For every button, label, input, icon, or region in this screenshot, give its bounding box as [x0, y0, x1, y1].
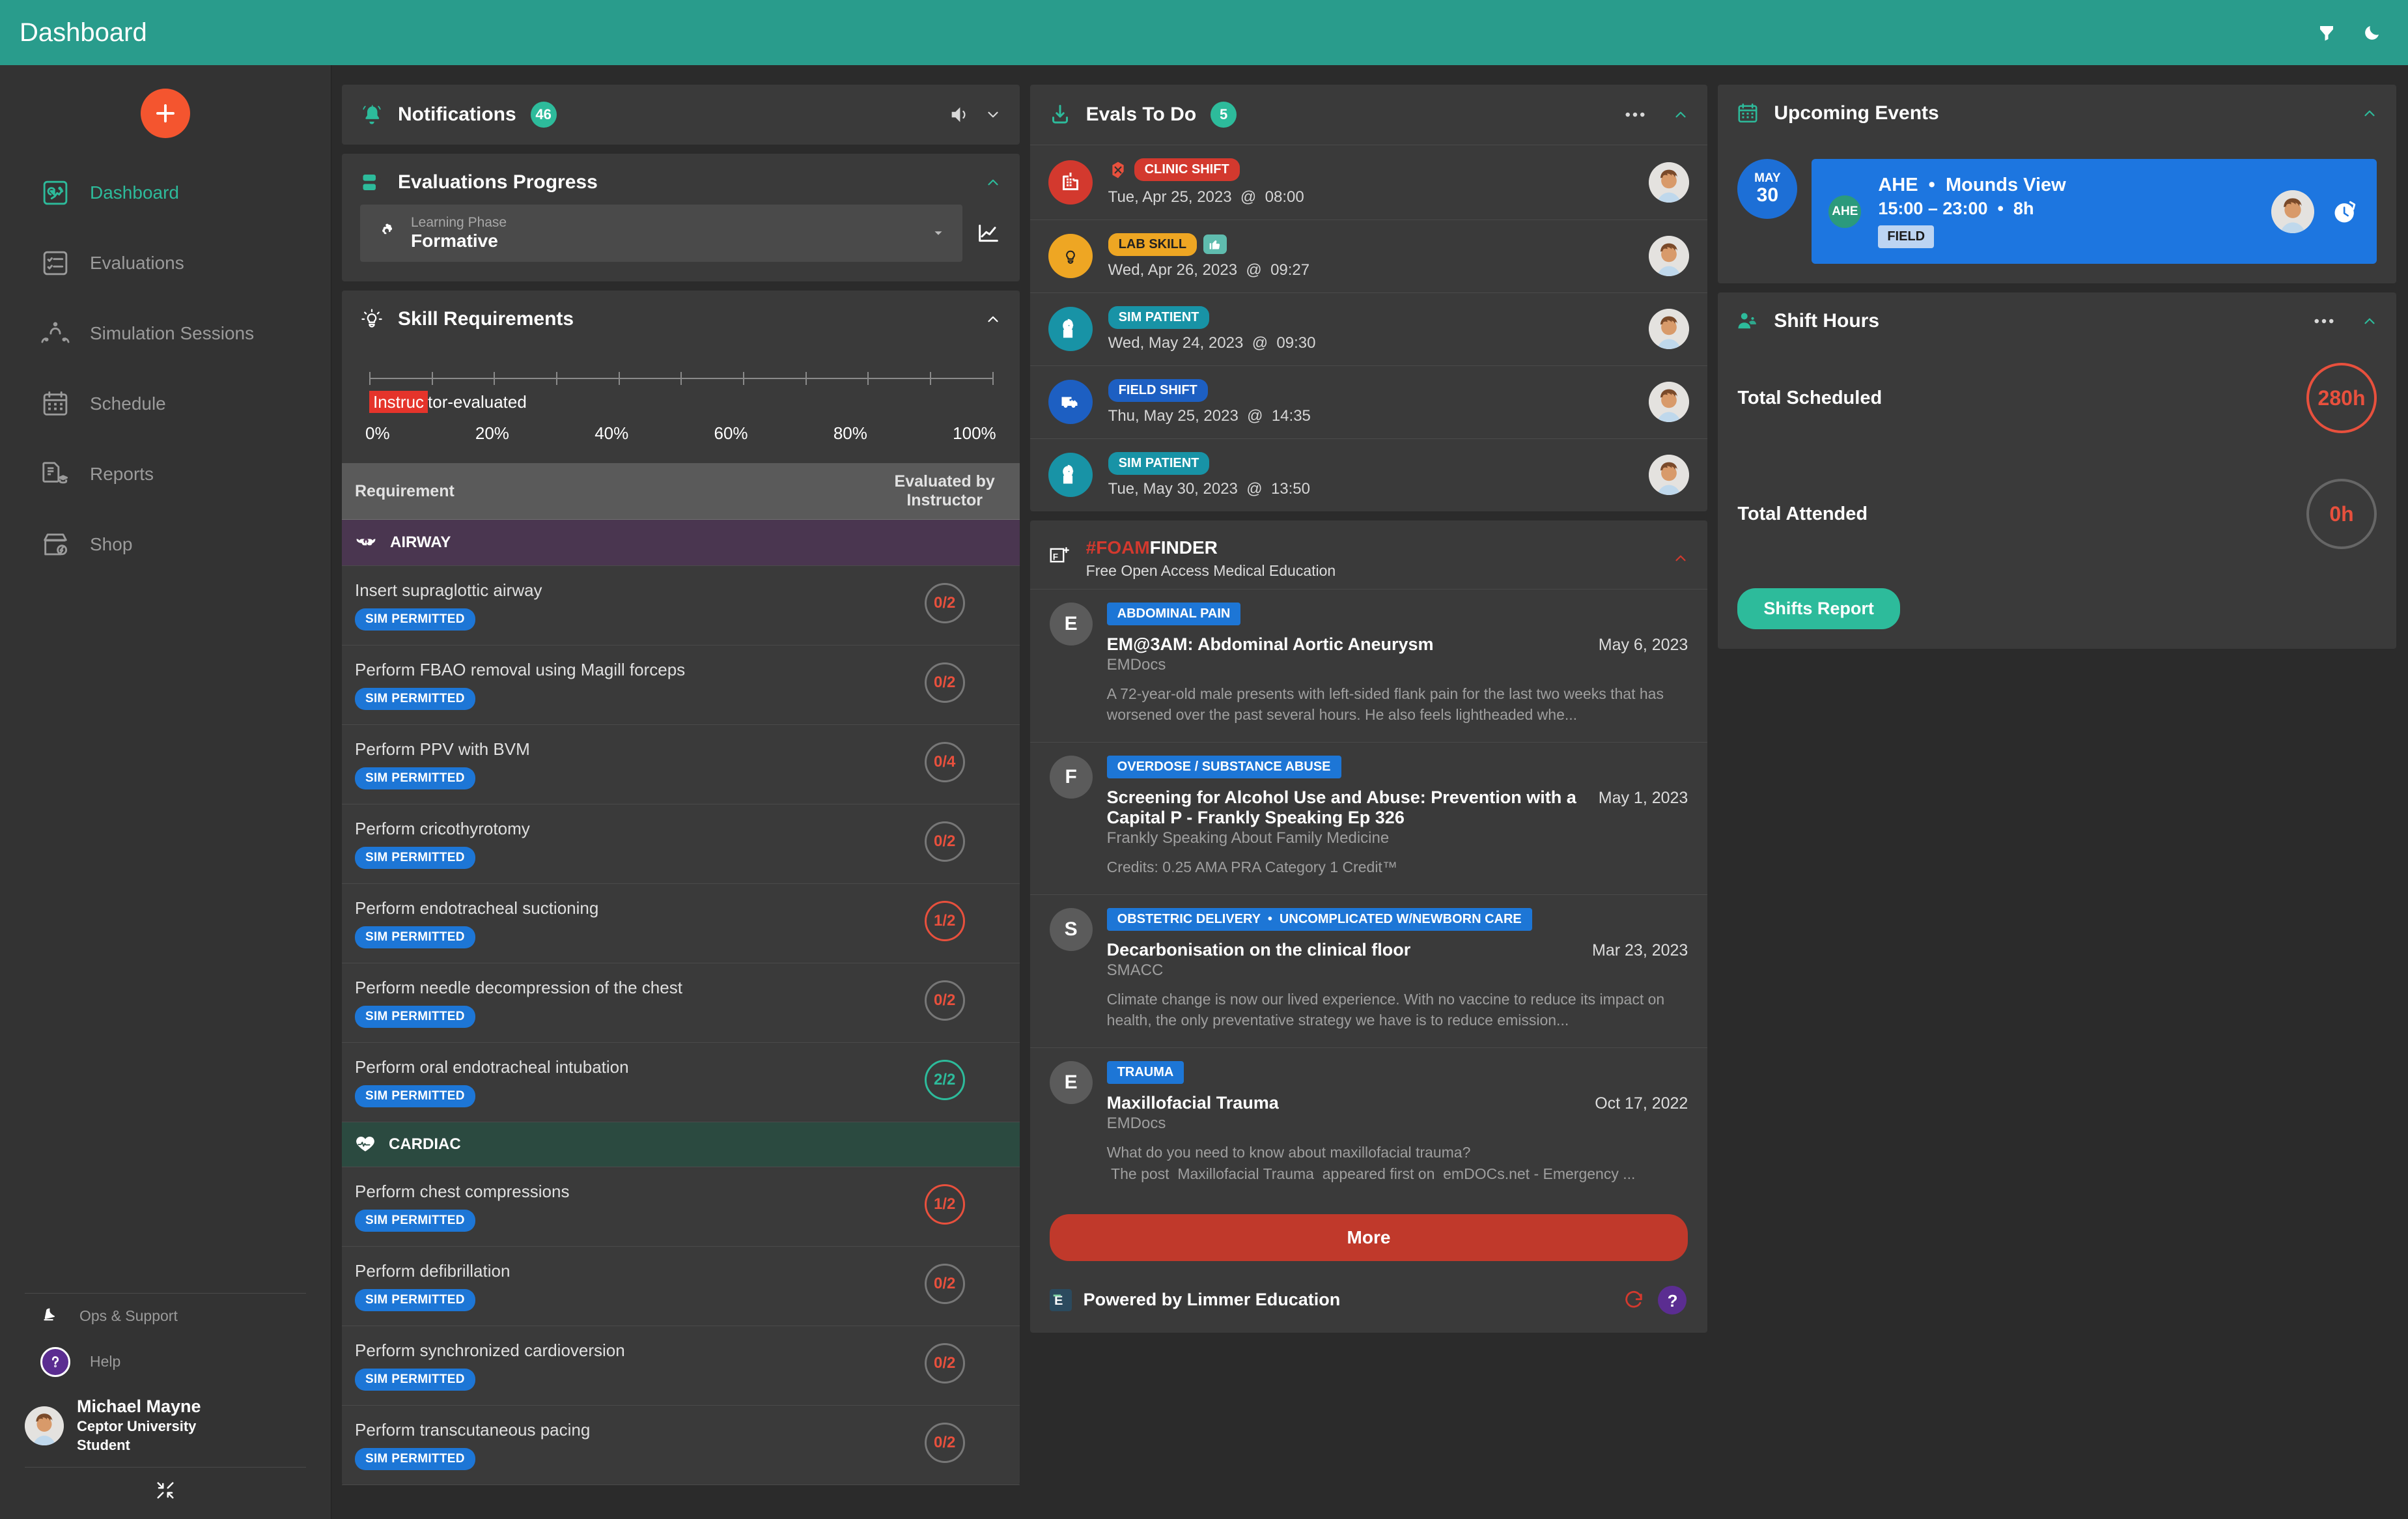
svg-text:F: F: [1052, 552, 1057, 561]
svg-text:?: ?: [1668, 1291, 1678, 1311]
